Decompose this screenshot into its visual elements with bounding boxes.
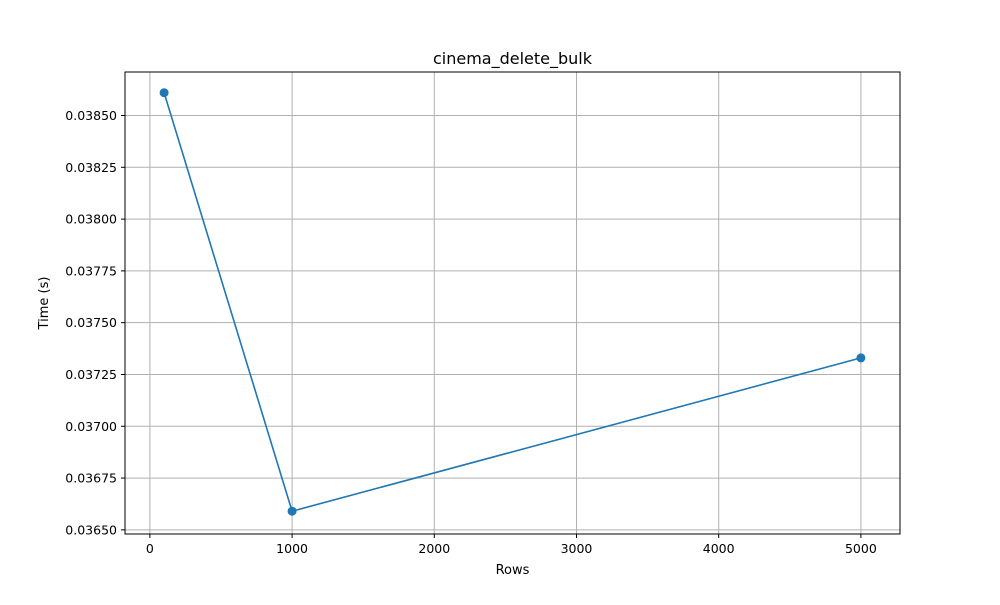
x-tick-label: 5000	[845, 541, 877, 556]
chart-title: cinema_delete_bulk	[433, 49, 593, 69]
x-axis-ticks: 0 1000 2000 3000 4000 5000	[146, 534, 877, 556]
x-tick-label: 1000	[276, 541, 308, 556]
data-point	[856, 353, 866, 363]
y-tick-label: 0.03775	[65, 263, 117, 278]
x-tick-label: 2000	[418, 541, 450, 556]
series-layer	[159, 88, 866, 516]
data-point	[159, 88, 169, 98]
y-tick-label: 0.03675	[65, 471, 117, 486]
x-axis-label: Rows	[496, 563, 530, 578]
y-axis-label: Time (s)	[37, 277, 52, 331]
grid	[125, 72, 900, 534]
y-tick-label: 0.03800	[65, 212, 117, 227]
y-tick-label: 0.03650	[65, 522, 117, 537]
y-axis-ticks: 0.03650 0.03675 0.03700 0.03725 0.03750 0.037…	[65, 108, 125, 537]
data-point	[287, 506, 297, 516]
y-tick-label: 0.03750	[65, 315, 117, 330]
x-tick-label: 0	[146, 541, 154, 556]
y-tick-label: 0.03700	[65, 419, 117, 434]
series-line	[163, 92, 862, 513]
y-tick-label: 0.03825	[65, 160, 117, 175]
y-tick-label: 0.03850	[65, 108, 117, 123]
x-tick-label: 4000	[703, 541, 735, 556]
x-tick-label: 3000	[561, 541, 593, 556]
plot-frame	[124, 71, 901, 535]
y-tick-label: 0.03725	[65, 367, 117, 382]
